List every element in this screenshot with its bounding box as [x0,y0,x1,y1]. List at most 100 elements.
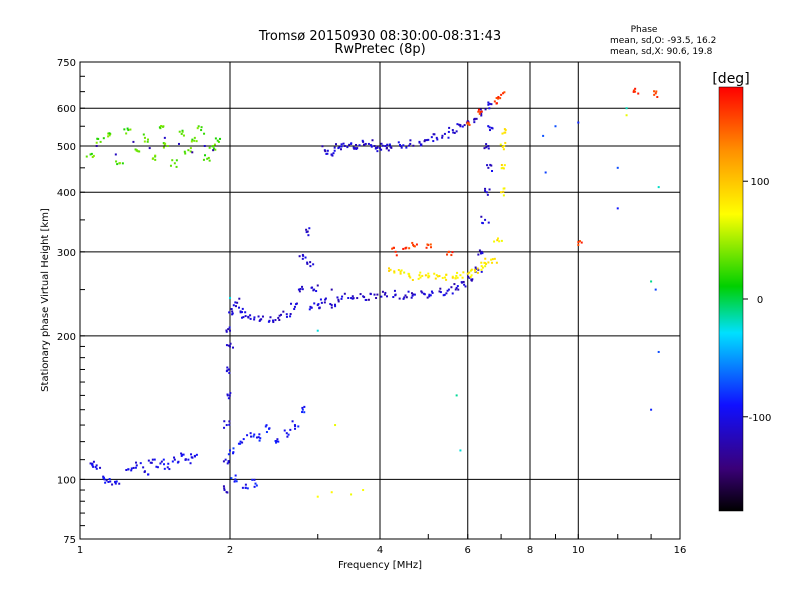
data-point [95,467,98,470]
data-point [260,318,263,321]
data-point [158,126,161,129]
data-point [341,295,344,298]
data-point [229,449,231,452]
data-point [166,144,169,147]
data-point [469,275,472,278]
data-point [153,458,156,461]
data-point [390,146,393,149]
data-point [253,318,256,321]
data-point [247,315,250,318]
data-point [272,321,275,324]
data-point [469,269,472,272]
data-point [470,279,473,282]
data-point [173,162,176,165]
data-point [160,124,163,127]
y-axis-label: Stationary phase Virtual Height [km] [40,208,51,392]
data-point [415,243,418,246]
data-point [236,301,239,304]
data-point [478,112,481,115]
data-point [350,142,353,145]
data-point [223,489,226,492]
data-point [225,424,228,427]
data-point [453,131,456,134]
data-point [443,132,446,135]
data-point [196,127,199,130]
data-point [301,285,304,288]
data-point [353,147,356,150]
data-point [389,268,392,271]
data-point [175,165,178,168]
data-point [307,234,310,237]
data-point [142,466,145,469]
data-point [387,267,390,270]
data-point [488,107,491,110]
data-point [89,153,92,156]
data-point [496,239,499,242]
data-point [468,276,471,279]
data-point [443,276,446,279]
data-point [473,118,476,121]
data-point [352,146,355,149]
data-point [480,265,483,268]
data-point [653,90,656,93]
data-point [258,439,261,442]
data-point [481,221,484,224]
data-point [332,152,335,155]
data-point [200,129,203,132]
data-point [392,246,395,249]
data-point [324,150,327,153]
data-point [231,313,234,316]
data-point [191,456,194,459]
data-point [178,130,181,133]
data-point [343,292,346,295]
data-point [265,424,268,427]
data-point [94,466,97,469]
data-point [187,149,190,152]
data-point [229,392,232,395]
data-point [227,368,230,371]
data-point [282,310,285,313]
data-point [503,128,506,131]
data-point [363,296,366,299]
data-point [462,271,465,274]
data-point [227,460,230,463]
data-point [367,142,370,145]
data-point [228,311,231,314]
data-point [289,315,292,318]
data-point [634,87,637,90]
data-point [451,276,454,279]
data-point [274,440,277,443]
data-point [380,148,383,151]
data-point [115,480,118,483]
data-point [180,132,183,135]
data-point [108,132,111,135]
data-point [184,458,187,461]
data-point [418,141,421,144]
data-point [424,274,427,277]
data-point [227,344,230,347]
data-point [400,146,403,149]
data-point [544,171,547,174]
data-point [255,436,258,439]
data-point [280,313,283,316]
x-tick-label: 1 [77,545,83,556]
data-point [467,122,470,125]
data-point [362,489,365,492]
data-point [340,297,343,300]
data-point [118,482,121,485]
stats-line-o: mean, sd,O: -93.5, 16.2 [610,36,716,46]
data-point [480,261,483,264]
data-point [466,272,469,275]
data-point [436,275,439,278]
data-point [330,306,333,309]
data-point [162,458,165,461]
data-point [459,449,462,452]
data-point [477,110,480,113]
data-point [480,110,483,113]
data-point [213,143,216,146]
data-point [184,152,187,155]
plot-grid [80,62,680,539]
data-point [354,147,357,150]
data-point [308,308,311,311]
data-point [190,453,193,456]
